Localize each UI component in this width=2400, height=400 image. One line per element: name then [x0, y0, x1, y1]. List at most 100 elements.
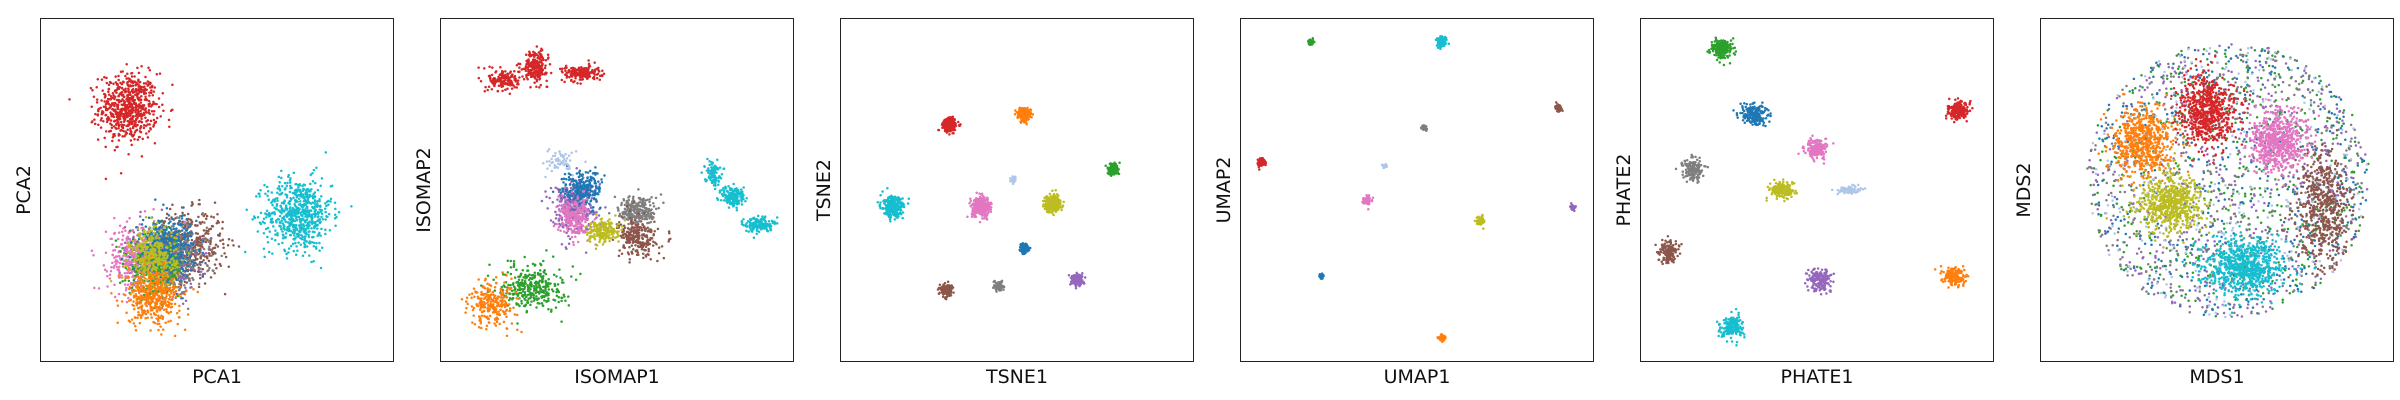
- data-point: [162, 301, 165, 304]
- data-point: [517, 82, 520, 86]
- data-point: [135, 225, 138, 229]
- data-point: [113, 216, 116, 220]
- data-point: [292, 249, 296, 253]
- data-point: [514, 77, 517, 81]
- data-point: [207, 259, 211, 263]
- data-point: [168, 239, 172, 242]
- data-point: [148, 94, 151, 97]
- data-point: [189, 234, 193, 238]
- data-point: [147, 254, 151, 257]
- data-point: [489, 79, 492, 82]
- data-point: [130, 72, 133, 75]
- data-point: [188, 259, 191, 263]
- data-point: [170, 277, 174, 281]
- data-point: [256, 230, 260, 233]
- data-point: [97, 123, 100, 127]
- data-point: [177, 257, 180, 260]
- data-point: [214, 243, 218, 247]
- data-point: [205, 255, 209, 259]
- data-point: [177, 293, 181, 296]
- data-point: [577, 66, 581, 70]
- cluster-cyan: [243, 151, 353, 270]
- data-point: [162, 292, 166, 295]
- data-point: [178, 271, 181, 275]
- data-point: [137, 78, 140, 81]
- data-point: [538, 58, 541, 61]
- data-point: [163, 253, 167, 257]
- data-point: [149, 298, 152, 301]
- data-point: [735, 209, 739, 212]
- data-point: [167, 118, 171, 122]
- data-point: [183, 220, 187, 223]
- data-point: [196, 263, 199, 266]
- data-point: [501, 89, 504, 93]
- data-point: [538, 52, 542, 56]
- data-point: [578, 72, 582, 75]
- data-point: [171, 282, 175, 285]
- data-point: [182, 206, 185, 209]
- data-point: [184, 242, 187, 245]
- data-point: [584, 73, 588, 76]
- data-point: [115, 145, 118, 149]
- data-point: [112, 82, 115, 85]
- data-point: [199, 267, 202, 270]
- data-point: [310, 260, 313, 264]
- data-point: [182, 273, 185, 276]
- data-point: [127, 268, 130, 271]
- data-point: [147, 102, 151, 106]
- data-point: [540, 67, 544, 70]
- data-point: [126, 240, 129, 244]
- data-point: [172, 222, 175, 226]
- data-point: [148, 81, 151, 84]
- data-point: [149, 127, 152, 130]
- data-point: [168, 286, 172, 289]
- data-point: [296, 249, 299, 252]
- data-point: [227, 237, 231, 241]
- data-point: [114, 81, 118, 84]
- data-point: [132, 278, 136, 282]
- data-point: [143, 252, 147, 256]
- data-point: [145, 255, 148, 258]
- data-point: [215, 222, 219, 225]
- data-point: [292, 196, 295, 199]
- data-point: [165, 310, 168, 313]
- data-point: [192, 249, 196, 253]
- data-point: [150, 244, 153, 248]
- data-point: [490, 87, 494, 91]
- data-point: [295, 245, 298, 248]
- data-point: [151, 273, 154, 277]
- data-point: [319, 184, 322, 187]
- data-point: [172, 293, 176, 296]
- data-point: [334, 224, 337, 227]
- data-point: [146, 230, 149, 233]
- data-point: [186, 220, 190, 224]
- data-point: [142, 105, 145, 108]
- data-point: [145, 268, 148, 271]
- data-point: [288, 207, 292, 210]
- data-point: [142, 123, 146, 127]
- data-point: [121, 234, 125, 237]
- data-point: [304, 215, 307, 218]
- data-point: [160, 259, 163, 262]
- data-point: [163, 289, 166, 293]
- data-point: [526, 60, 530, 64]
- data-point: [111, 92, 115, 95]
- data-point: [198, 273, 202, 277]
- data-point: [587, 62, 591, 66]
- data-point: [271, 200, 274, 203]
- data-point: [190, 260, 194, 264]
- data-point: [158, 262, 162, 266]
- data-point: [531, 60, 534, 64]
- data-point: [319, 204, 322, 208]
- data-point: [142, 257, 145, 260]
- data-point: [277, 218, 281, 221]
- data-point: [139, 314, 143, 318]
- data-point: [159, 316, 162, 320]
- data-point: [304, 199, 307, 202]
- data-point: [123, 134, 126, 138]
- data-point: [116, 104, 120, 107]
- data-point: [595, 73, 599, 76]
- data-point: [273, 200, 277, 203]
- data-point: [105, 81, 109, 85]
- data-point: [504, 70, 507, 73]
